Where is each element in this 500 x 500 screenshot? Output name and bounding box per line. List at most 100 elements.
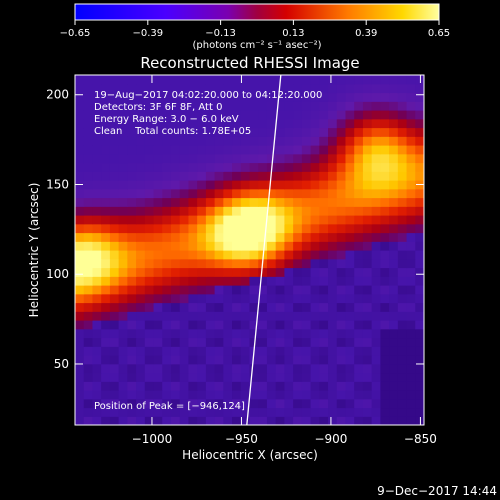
heatmap-cell xyxy=(232,293,242,304)
heatmap-cell xyxy=(249,250,259,260)
heatmap-cell xyxy=(380,372,390,382)
heatmap-cell xyxy=(136,328,146,339)
heatmap-cell xyxy=(101,381,111,391)
heatmap-cell xyxy=(101,136,111,146)
heatmap-cell xyxy=(75,153,85,164)
heatmap-cell xyxy=(170,118,181,129)
heatmap-cell xyxy=(275,363,285,374)
heatmap-cell xyxy=(406,320,416,330)
heatmap-cell xyxy=(319,355,329,365)
heatmap-cell xyxy=(240,92,251,102)
heatmap-cell xyxy=(118,110,128,120)
heatmap-cell xyxy=(406,110,416,120)
heatmap-cell xyxy=(214,381,224,391)
heatmap-cell xyxy=(362,355,373,365)
heatmap-cell xyxy=(345,92,355,102)
heatmap-cell xyxy=(162,215,172,225)
heatmap-cell xyxy=(380,241,390,251)
heatmap-cell xyxy=(118,83,128,94)
heatmap-cell xyxy=(197,258,207,269)
heatmap-cell xyxy=(310,285,320,295)
heatmap-cell xyxy=(197,381,207,391)
heatmap-cell xyxy=(328,320,338,330)
heatmap-cell xyxy=(109,127,120,137)
heatmap-cell xyxy=(328,206,338,216)
heatmap-cell xyxy=(415,381,424,391)
heatmap-cell xyxy=(214,258,224,269)
heatmap-cell xyxy=(284,337,294,347)
heatmap-cell xyxy=(205,241,216,251)
heatmap-cell xyxy=(389,250,399,260)
heatmap-cell xyxy=(275,145,285,155)
heatmap-cell xyxy=(310,232,320,242)
heatmap-cell xyxy=(109,381,120,391)
heatmap-cell xyxy=(223,416,233,425)
heatmap-cell xyxy=(162,398,172,409)
heatmap-cell xyxy=(188,180,198,190)
heatmap-cell xyxy=(232,276,242,286)
heatmap-cell xyxy=(249,398,259,409)
heatmap-cell xyxy=(293,346,303,356)
heatmap-cell xyxy=(83,153,94,164)
heatmap-cell xyxy=(406,136,416,146)
heatmap-cell xyxy=(275,92,285,102)
heatmap-cell xyxy=(197,355,207,365)
heatmap-cell xyxy=(153,241,163,251)
heatmap-cell xyxy=(293,381,303,391)
heatmap-cell xyxy=(397,92,408,102)
heatmap-cell xyxy=(293,407,303,417)
heatmap-cell xyxy=(136,110,146,120)
heatmap-cell xyxy=(275,320,285,330)
heatmap-cell xyxy=(75,101,85,111)
heatmap-cell xyxy=(92,145,102,155)
heatmap-cell xyxy=(170,381,181,391)
heatmap-cell xyxy=(397,355,408,365)
heatmap-cell xyxy=(258,355,268,365)
heatmap-cell xyxy=(223,276,233,286)
heatmap-cell xyxy=(75,171,85,181)
heatmap-cell xyxy=(362,127,373,137)
heatmap-cell xyxy=(258,241,268,251)
heatmap-cell xyxy=(214,407,224,417)
heatmap-cell xyxy=(223,320,233,330)
heatmap-cell xyxy=(362,250,373,260)
heatmap-cell xyxy=(240,153,251,164)
x-tick-label: −850 xyxy=(404,432,437,446)
heatmap-cell xyxy=(223,101,233,111)
heatmap-cell xyxy=(345,153,355,164)
heatmap-cell xyxy=(275,337,285,347)
heatmap-cell xyxy=(170,223,181,234)
heatmap-cell xyxy=(214,320,224,330)
heatmap-cell xyxy=(293,258,303,269)
heatmap-cell xyxy=(144,127,155,137)
heatmap-cell xyxy=(354,416,364,425)
heatmap-cell xyxy=(232,110,242,120)
heatmap-cell xyxy=(389,398,399,409)
heatmap-cell xyxy=(240,258,251,269)
heatmap-cell xyxy=(371,215,381,225)
heatmap-cell xyxy=(162,390,172,400)
heatmap-cell xyxy=(266,346,277,356)
heatmap-cell xyxy=(293,416,303,425)
heatmap-cell xyxy=(118,241,128,251)
heatmap-cell xyxy=(362,188,373,199)
heatmap-cell xyxy=(118,276,128,286)
heatmap-cell xyxy=(179,83,190,94)
heatmap-cell xyxy=(127,398,137,409)
heatmap-cell xyxy=(101,250,111,260)
heatmap-cell xyxy=(301,232,312,242)
heatmap-cell xyxy=(101,258,111,269)
heatmap-cell xyxy=(232,180,242,190)
heatmap-cell xyxy=(170,83,181,94)
heatmap-cell xyxy=(371,136,381,146)
heatmap-cell xyxy=(162,188,172,199)
heatmap-cell xyxy=(232,241,242,251)
heatmap-cell xyxy=(179,346,190,356)
heatmap-cell xyxy=(118,75,128,85)
heatmap-cell xyxy=(266,250,277,260)
heatmap-cell xyxy=(197,92,207,102)
heatmap-cell xyxy=(170,267,181,277)
heatmap-cell xyxy=(310,101,320,111)
heatmap-cell xyxy=(214,302,224,312)
heatmap-cell xyxy=(127,302,137,312)
